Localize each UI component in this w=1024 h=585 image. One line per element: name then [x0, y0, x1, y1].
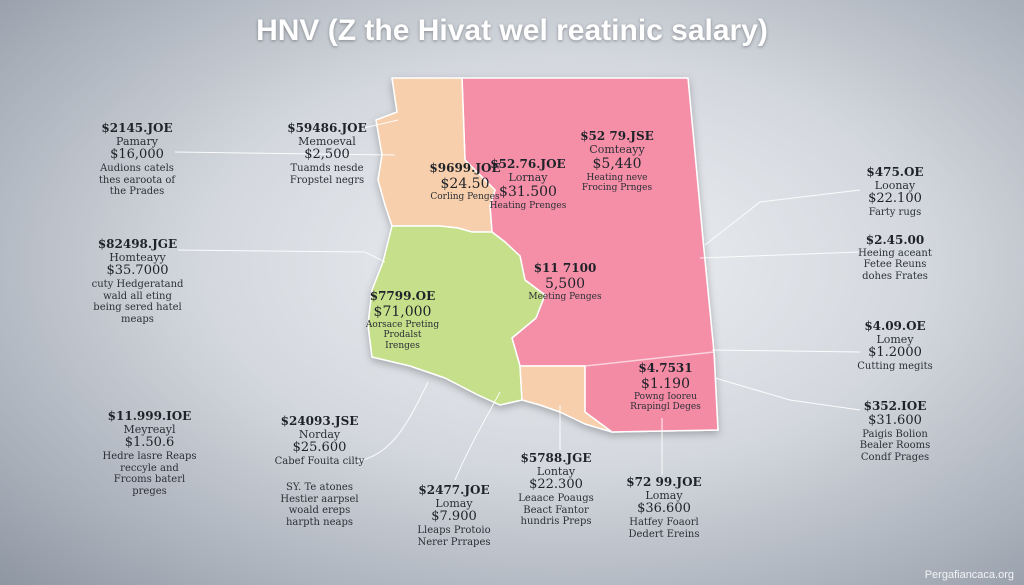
callout-top-desc: Tuamds nesde Fropstel negrs: [289, 163, 365, 186]
label-center-value: 5,500: [544, 275, 586, 292]
label-north-center-sub: Lornay: [508, 170, 548, 184]
callout-s4-value: $36.600: [637, 501, 691, 517]
callout-s1-sub: Norday: [298, 427, 341, 441]
label-north-center-note: Heating Prenges: [489, 200, 567, 211]
label-center-note: Meeting Penges: [528, 291, 602, 302]
region-south-east[interactable]: [584, 351, 719, 433]
callout-top-value: $2,500: [304, 147, 350, 163]
callout-e1: $475.OE Loonay $22.100 Farty rugs: [850, 165, 940, 219]
callout-e4: $352.IOE $31.600 Paigis Bolion Bealer Ro…: [850, 399, 940, 463]
region-west[interactable]: [367, 225, 546, 406]
label-north-east-sub: Comteayy: [589, 142, 645, 156]
callout-e1-heading: $475.OE: [866, 165, 924, 179]
label-center: $11 7100 5,500 Meeting Penges: [520, 261, 610, 302]
leader-s1: [354, 381, 429, 463]
callout-s3-heading: $5788.JGE: [520, 451, 592, 465]
callout-s2-value: $7.900: [431, 509, 477, 525]
callout-s3-desc: Leaace Poaugs Beact Fantor hundris Preps: [518, 493, 594, 528]
label-west: $7799.OE $71,000 Aorsace Preting Prodals…: [365, 289, 440, 351]
callout-s4-sub: Lomay: [645, 488, 683, 502]
callout-s2-desc: Lleaps Protoio Nerer Prrapes: [417, 525, 491, 548]
label-north-east: $52 79.JSE Comteayy $5,440 Heating neve …: [572, 129, 662, 193]
label-north-east-heading: $52 79.JSE: [580, 129, 654, 143]
callout-w-sub: Homteayy: [109, 250, 166, 264]
callout-sw: $11.999.IOE Meyreayl $1.50.6 Hedre lasre…: [102, 409, 197, 497]
label-north-west: $9699.JOE $24.50 Corling Penges: [420, 161, 510, 202]
leader-e4: [714, 377, 861, 411]
callout-w-heading: $82498.JGE: [97, 237, 178, 251]
label-south-east-value: $1.190: [641, 375, 690, 392]
callout-e3-desc: Cutting megits: [857, 361, 933, 373]
callout-w-desc: cuty Hedgeratand wald all eting being se…: [91, 279, 184, 325]
callout-s1-value: $25.600: [292, 440, 347, 456]
label-west-note: Aorsace Preting Prodalst Irenges: [365, 319, 440, 351]
callout-s3-value: $22.300: [529, 477, 583, 493]
map-title: HNV (Z the Hivat wel reatinic salary): [256, 14, 768, 47]
callout-e3-value: $1.2000: [868, 345, 922, 361]
label-north-west-note: Corling Penges: [430, 191, 500, 202]
label-north-east-note: Heating neve Frocing Prnges: [581, 172, 653, 193]
label-north-west-heading: $9699.JOE: [429, 161, 501, 175]
callout-s3: $5788.JGE Lontay $22.300 Leaace Poaugs B…: [512, 451, 600, 528]
label-south-east: $4.7531 $1.190 Powng Iooreu Rrapingl Deg…: [628, 361, 703, 413]
callout-e1-value: $22.100: [868, 191, 922, 207]
leader-top: [354, 119, 399, 131]
leader-e1: [704, 189, 861, 246]
leader-s2: [454, 391, 501, 481]
callout-s1b-desc: SY. Te atones Hestier aarpsel woald erep…: [280, 482, 359, 528]
callout-s4: $72 99.JOE Lomay $36.600 Hatfey Foaorl D…: [620, 475, 708, 540]
label-north-center-value: $31.500: [499, 184, 557, 201]
callout-s2-heading: $2477.JOE: [418, 483, 490, 497]
callout-far-nw: $2145.JOE Pamary $16,000 Audions catels …: [92, 121, 182, 198]
label-center-heading: $11 7100: [533, 261, 597, 275]
label-north-west-value: $24.50: [440, 175, 490, 192]
callout-e2: $2.45.00 Heeing aceant Fetee Reuns dohes…: [850, 233, 940, 282]
callout-s1: $24093.JSE Norday $25.600 Cabef Fouita c…: [272, 414, 367, 468]
leader-w: [177, 249, 386, 263]
callout-s2-sub: Lomay: [435, 496, 473, 510]
callout-e4-value: $31.600: [868, 412, 922, 428]
callout-w-value: $35.7000: [106, 263, 169, 279]
label-west-value: $71,000: [373, 303, 432, 320]
callout-e3-sub: Lomey: [876, 332, 914, 346]
label-south-east-note: Powng Iooreu Rrapingl Deges: [630, 391, 701, 413]
callout-far-nw-sub: Pamary: [116, 134, 158, 148]
callout-s1b: SY. Te atones Hestier aarpsel woald erep…: [272, 482, 367, 528]
callout-sw-heading: $11.999.IOE: [107, 409, 192, 423]
callout-sw-sub: Meyreayl: [123, 422, 176, 436]
callout-e4-heading: $352.IOE: [863, 399, 927, 413]
callout-e3-heading: $4.09.OE: [864, 319, 926, 333]
callout-e3: $4.09.OE Lomey $1.2000 Cutting megits: [850, 319, 940, 373]
label-north-east-value: $5,440: [592, 156, 642, 173]
callout-s3-sub: Lontay: [536, 464, 576, 478]
callout-e2-desc: Heeing aceant Fetee Reuns dohes Frates: [858, 247, 932, 282]
callout-e1-sub: Loonay: [874, 178, 916, 192]
leader-e3: [711, 349, 861, 353]
callout-s1-heading: $24093.JSE: [280, 414, 359, 428]
source-credit: Pergafiancaca.org: [924, 569, 1014, 581]
leader-e2: [699, 251, 861, 259]
callout-far-nw-desc: Audions catels thes earoota of the Prade…: [98, 163, 176, 198]
callout-s1-desc: Cabef Fouita cilty: [274, 456, 365, 468]
callout-e2-heading: $2.45.00: [865, 233, 925, 247]
callout-s4-desc: Hatfey Foaorl Dedert Ereins: [628, 517, 700, 540]
callout-sw-desc: Hedre lasre Reaps reccyle and Frcoms bat…: [102, 451, 197, 497]
callout-w: $82498.JGE Homteayy $35.7000 cuty Hedger…: [90, 237, 185, 325]
callout-top-sub: Memoeval: [298, 134, 356, 148]
callout-s4-heading: $72 99.JOE: [626, 475, 702, 489]
callout-top-heading: $59486.JOE: [287, 121, 367, 135]
label-north-center: $52.76.JOE Lornay $31.500 Heating Prenge…: [488, 157, 568, 211]
callout-top: $59486.JOE Memoeval $2,500 Tuamds nesde …: [282, 121, 372, 186]
callout-sw-value: $1.50.6: [124, 435, 175, 451]
callout-e4-desc: Paigis Bolion Bealer Rooms Condf Prages: [859, 428, 931, 463]
callout-e1-desc: Farty rugs: [868, 207, 922, 219]
label-west-heading: $7799.OE: [369, 289, 436, 303]
label-south-east-heading: $4.7531: [638, 361, 693, 375]
callout-far-nw-value: $16,000: [110, 147, 164, 163]
leader-far-nw: [174, 151, 396, 156]
label-north-center-heading: $52.76.JOE: [490, 157, 566, 171]
callout-s2: $2477.JOE Lomay $7.900 Lleaps Protoio Ne…: [410, 483, 498, 548]
callout-far-nw-heading: $2145.JOE: [101, 121, 173, 135]
